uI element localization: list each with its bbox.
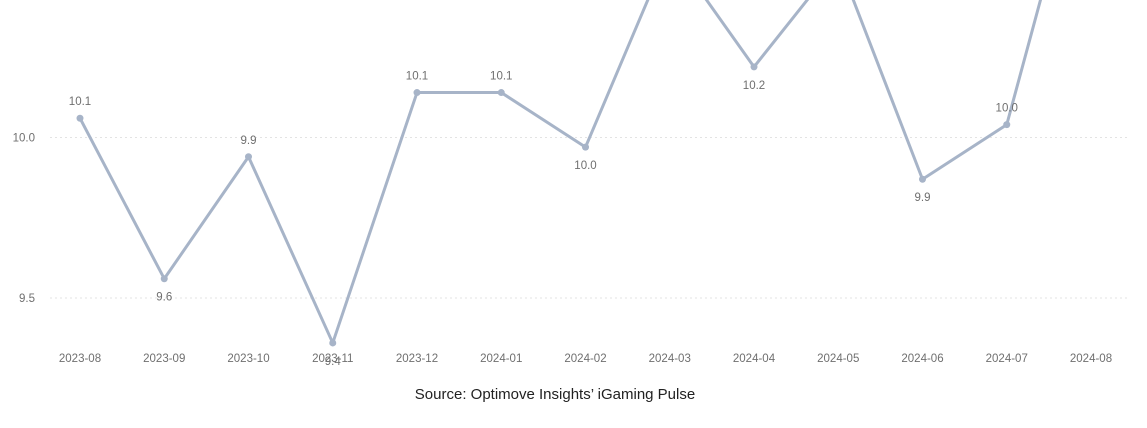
x-tick-label: 2024-07 [986,353,1028,365]
data-labels: 10.19.69.99.410.110.110.010.610.210.59.9… [69,71,1018,368]
data-point [160,275,168,283]
x-axis: 2023-08 2023-09 2023-10 2023-11 2023-12 2024-… [59,353,1112,365]
x-tick-label: 2024-03 [649,353,691,365]
y-axis: 9.510.010.511.0 [13,133,35,306]
x-tick-label: 2023-11 [312,353,353,365]
data-label: 10.1 [406,71,428,83]
line-chart: 9.510.010.511.0 2023-082023-092023-10202… [13,0,1127,368]
x-tick-label: 2024-04 [733,353,776,365]
data-point [1003,121,1011,129]
data-points [76,63,1011,347]
x-tick-label: 2024-01 [480,353,522,365]
data-label: 10.2 [743,80,765,92]
x-tick-label: 2024-02 [564,353,606,365]
data-label: 9.6 [156,292,172,304]
gridlines [50,137,1127,299]
data-point [329,339,337,347]
y-tick-label: 10.0 [13,133,35,145]
y-tick-label: 9.5 [19,293,35,305]
x-tick-label: 2023-10 [227,353,269,365]
x-tick-label: 2024-08 [1070,353,1112,365]
x-tick-label: 2023-12 [396,353,438,365]
data-label: 10.0 [574,160,596,172]
x-tick-label: 2024-06 [901,353,943,365]
source-caption: Source: Optimove Insights’ iGaming Pulse [414,386,696,403]
data-point [76,114,84,122]
x-tick-label: 2023-08 [59,353,101,365]
data-point [919,175,926,183]
data-point [245,153,252,161]
data-point [497,89,505,97]
data-point [413,89,421,97]
data-point [582,143,589,151]
data-point [750,63,758,71]
data-label: 10.1 [490,71,512,83]
data-label: 9.4 [325,356,342,368]
data-label: 9.9 [241,135,257,147]
x-tick-label: 2023-09 [143,353,185,365]
data-label: 10.0 [996,103,1018,115]
x-tick-label: 2024-05 [817,353,859,365]
data-label: 9.9 [915,192,931,204]
data-label: 10.1 [69,96,91,108]
